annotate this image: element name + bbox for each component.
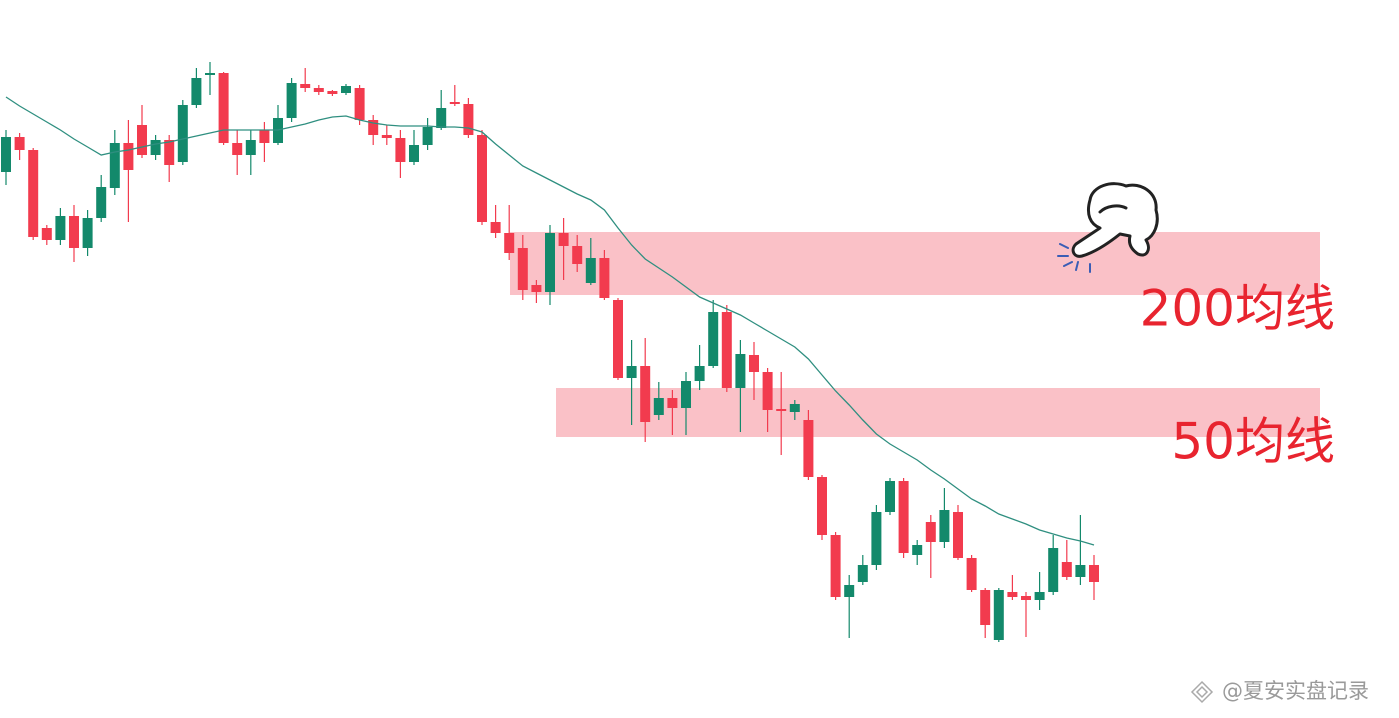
- zone-label: 50均线: [1171, 413, 1335, 471]
- candle-body: [885, 481, 895, 512]
- candle-body: [762, 372, 773, 410]
- candle-body: [96, 187, 107, 218]
- candle-body: [69, 216, 79, 248]
- candle-body: [218, 73, 229, 143]
- candle-body: [817, 477, 827, 535]
- candle-body: [912, 545, 923, 555]
- candle-body: [844, 585, 855, 597]
- candle-body: [1007, 592, 1018, 597]
- candle-body: [504, 233, 515, 253]
- candle-body: [123, 143, 134, 170]
- candle-body: [789, 404, 800, 412]
- candle-body: [871, 512, 882, 565]
- candle-body: [313, 88, 324, 92]
- candle-body: [41, 228, 52, 240]
- candle-body: [286, 83, 297, 118]
- candle-body: [449, 102, 460, 104]
- candle-body: [436, 108, 447, 128]
- candle-body: [368, 120, 379, 135]
- candle-body: [830, 535, 841, 597]
- zone-labels: 200均线 50均线: [1140, 280, 1335, 471]
- candle-body: [953, 512, 963, 558]
- candle-body: [82, 218, 93, 248]
- candle-body: [626, 366, 637, 378]
- candle-body: [422, 127, 433, 145]
- candle-body: [857, 565, 868, 582]
- candle-body: [232, 143, 243, 155]
- candle-body: [1089, 565, 1099, 582]
- candle-body: [1048, 548, 1059, 592]
- candle-body: [341, 86, 351, 93]
- candle-body: [205, 73, 215, 75]
- candle-body: [191, 78, 202, 105]
- candle-body: [28, 150, 39, 237]
- candle-body: [395, 138, 406, 162]
- candle-body: [177, 105, 188, 162]
- candle-body: [1, 137, 11, 172]
- candle-body: [327, 91, 338, 94]
- candle-body: [164, 140, 175, 165]
- candle-body: [531, 285, 542, 292]
- candles: [1, 62, 1099, 642]
- candle-body: [572, 246, 583, 264]
- candle-body: [545, 233, 555, 292]
- watermark-logo: [1190, 680, 1214, 704]
- candle-body: [354, 88, 365, 120]
- candle-body: [1061, 562, 1072, 577]
- candle-body: [898, 481, 909, 553]
- zone-band: [510, 232, 1320, 295]
- candle-body: [735, 354, 746, 388]
- candle-body: [925, 522, 936, 542]
- candle-body: [409, 145, 419, 162]
- hand-icon: [1057, 182, 1159, 273]
- candle-body: [993, 590, 1004, 640]
- watermark: @夏安实盘记录: [1222, 679, 1369, 703]
- candle-body: [694, 366, 705, 381]
- candle-body: [599, 258, 610, 298]
- candle-body: [55, 216, 66, 240]
- candle-body: [653, 398, 664, 415]
- candle-body: [803, 420, 814, 477]
- candle-body: [517, 248, 528, 290]
- candle-body: [137, 125, 147, 155]
- candle-body: [1075, 565, 1086, 577]
- candle-body: [490, 222, 501, 233]
- candle-body: [939, 510, 950, 542]
- candle-body: [259, 130, 270, 143]
- candle-body: [980, 590, 991, 625]
- candle-body: [558, 233, 569, 246]
- candle-body: [381, 135, 392, 138]
- candle-body: [640, 366, 651, 422]
- candle-body: [300, 84, 311, 88]
- candle-body: [477, 135, 487, 222]
- candle-body: [708, 312, 719, 366]
- candle-body: [721, 312, 732, 388]
- moving-average-line: [5, 96, 1095, 546]
- candle-body: [613, 300, 623, 378]
- candle-body: [585, 258, 596, 283]
- candle-body: [776, 409, 787, 411]
- candle-body: [463, 104, 474, 135]
- candle-body: [681, 381, 691, 408]
- zone-label: 200均线: [1140, 280, 1335, 338]
- candle-body: [109, 143, 120, 188]
- candle-body: [749, 355, 759, 372]
- candle-body: [1021, 596, 1031, 600]
- candle-body: [245, 140, 256, 155]
- candle-body: [150, 140, 161, 155]
- candle-body: [14, 137, 25, 150]
- candle-body: [1034, 592, 1045, 600]
- candle-body: [667, 398, 678, 408]
- candle-body: [966, 558, 977, 590]
